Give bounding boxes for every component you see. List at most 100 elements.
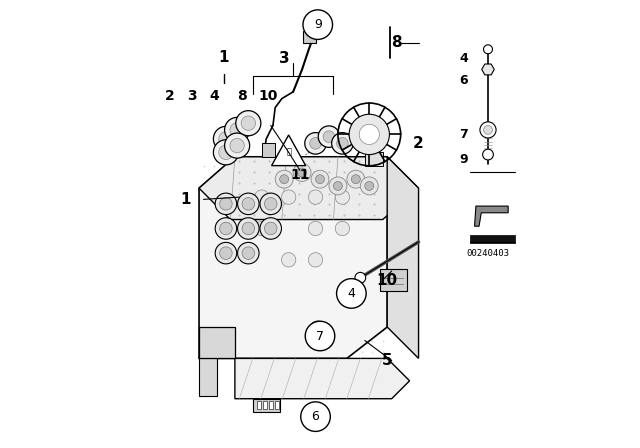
Circle shape — [308, 253, 323, 267]
Circle shape — [242, 247, 255, 259]
Circle shape — [225, 133, 250, 158]
Circle shape — [365, 181, 374, 190]
Text: 9: 9 — [460, 152, 468, 166]
Text: 2: 2 — [413, 136, 424, 151]
Circle shape — [230, 123, 244, 137]
Circle shape — [310, 138, 321, 149]
Circle shape — [355, 272, 365, 283]
Circle shape — [280, 175, 289, 184]
Circle shape — [351, 175, 360, 184]
Polygon shape — [199, 327, 235, 358]
Text: 1: 1 — [180, 192, 191, 207]
Circle shape — [484, 45, 493, 54]
Polygon shape — [263, 401, 267, 409]
Circle shape — [237, 193, 259, 215]
Circle shape — [237, 218, 259, 239]
Text: 𝞉: 𝞉 — [286, 148, 291, 157]
Circle shape — [255, 190, 269, 204]
Circle shape — [483, 149, 493, 160]
Circle shape — [255, 221, 269, 236]
Polygon shape — [257, 401, 261, 409]
Text: 00240403: 00240403 — [467, 249, 509, 258]
Circle shape — [349, 114, 390, 155]
Circle shape — [308, 190, 323, 204]
Circle shape — [347, 170, 365, 188]
Circle shape — [298, 168, 307, 177]
Polygon shape — [199, 157, 387, 358]
Text: 3: 3 — [188, 89, 197, 103]
Text: 6: 6 — [460, 74, 468, 87]
Circle shape — [342, 293, 356, 307]
Polygon shape — [470, 235, 515, 243]
Circle shape — [275, 170, 293, 188]
Circle shape — [308, 221, 323, 236]
Circle shape — [219, 132, 233, 146]
Circle shape — [230, 138, 244, 153]
Circle shape — [220, 198, 232, 210]
Circle shape — [237, 242, 259, 264]
Polygon shape — [199, 157, 419, 220]
Polygon shape — [199, 358, 217, 396]
Circle shape — [213, 126, 239, 151]
Circle shape — [318, 126, 340, 147]
Circle shape — [303, 10, 333, 39]
Polygon shape — [262, 143, 275, 157]
Polygon shape — [269, 401, 273, 409]
Circle shape — [260, 218, 282, 239]
Polygon shape — [387, 157, 419, 358]
Circle shape — [310, 321, 326, 337]
Circle shape — [215, 242, 237, 264]
Circle shape — [323, 131, 335, 142]
Circle shape — [282, 253, 296, 267]
Circle shape — [225, 117, 250, 142]
Circle shape — [264, 198, 277, 210]
Circle shape — [293, 164, 311, 181]
Text: 10: 10 — [259, 89, 278, 103]
Text: 4: 4 — [348, 287, 355, 300]
Text: 3: 3 — [279, 51, 289, 66]
Text: 7: 7 — [459, 128, 468, 141]
Polygon shape — [275, 401, 279, 409]
Circle shape — [213, 140, 239, 165]
Circle shape — [241, 116, 255, 130]
Text: 8: 8 — [391, 35, 401, 50]
Circle shape — [264, 222, 277, 235]
Text: 9: 9 — [314, 18, 322, 31]
Circle shape — [335, 221, 349, 236]
Circle shape — [305, 133, 326, 154]
Circle shape — [311, 170, 329, 188]
Circle shape — [337, 279, 366, 308]
Text: 1: 1 — [218, 50, 229, 65]
Circle shape — [484, 125, 493, 134]
Circle shape — [335, 190, 349, 204]
Polygon shape — [365, 152, 383, 166]
Text: 8: 8 — [237, 89, 246, 103]
Text: 10: 10 — [376, 272, 398, 288]
Text: 11: 11 — [290, 168, 310, 182]
Text: 6: 6 — [312, 410, 319, 423]
Text: 5: 5 — [382, 353, 392, 368]
Polygon shape — [482, 64, 494, 75]
Polygon shape — [253, 399, 280, 412]
Circle shape — [332, 133, 353, 154]
Circle shape — [316, 175, 324, 184]
Circle shape — [301, 402, 330, 431]
Text: 2: 2 — [165, 89, 175, 103]
Circle shape — [359, 125, 380, 145]
Circle shape — [329, 177, 347, 195]
Circle shape — [360, 177, 378, 195]
Circle shape — [480, 122, 496, 138]
Text: 4: 4 — [209, 89, 219, 103]
Polygon shape — [235, 358, 410, 399]
Circle shape — [314, 325, 323, 334]
Polygon shape — [271, 135, 306, 166]
Polygon shape — [475, 206, 508, 226]
Circle shape — [236, 111, 261, 136]
Text: 7: 7 — [316, 329, 324, 343]
Circle shape — [220, 222, 232, 235]
Circle shape — [215, 218, 237, 239]
Circle shape — [282, 190, 296, 204]
Circle shape — [215, 193, 237, 215]
Circle shape — [219, 145, 233, 159]
Circle shape — [260, 193, 282, 215]
